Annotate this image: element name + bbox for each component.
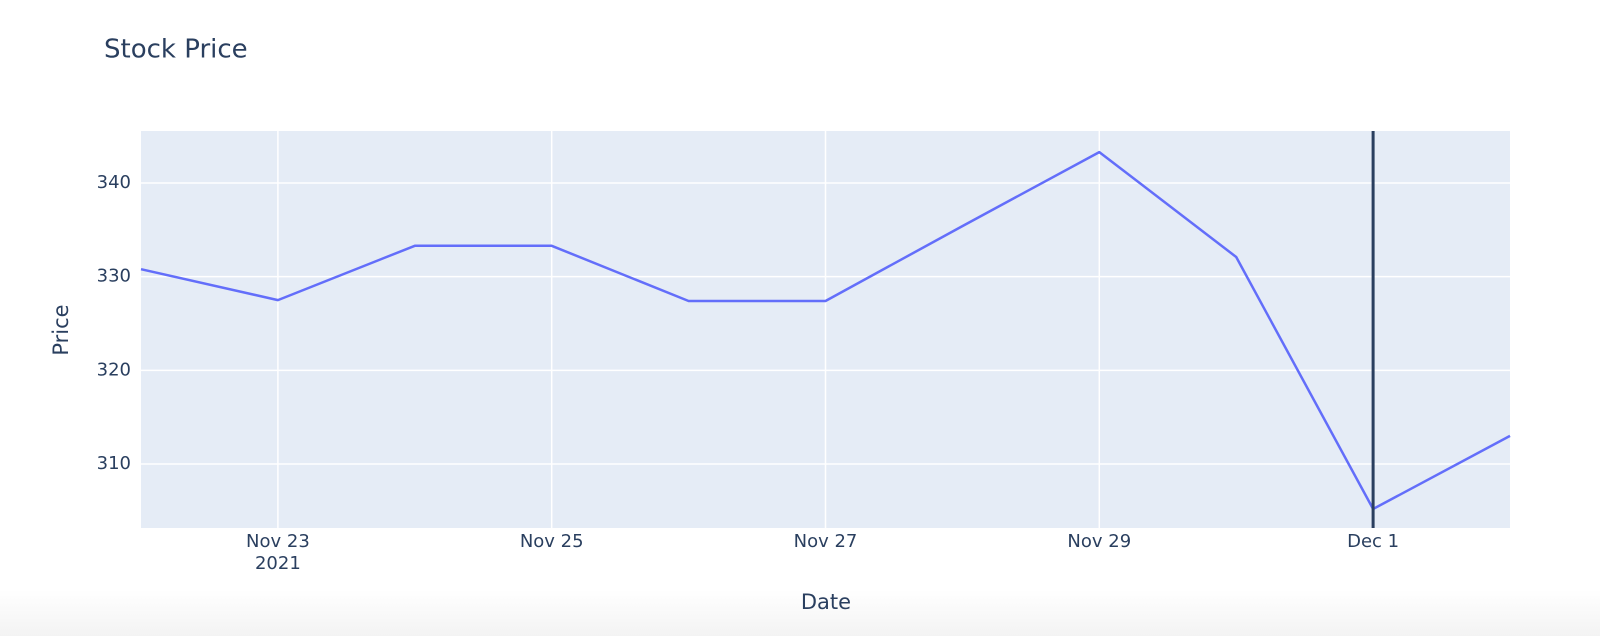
y-tick-label: 330 [97, 266, 131, 287]
x-tick-label: Nov 29 [1067, 531, 1131, 552]
y-tick-label: 310 [97, 453, 131, 474]
price-line [140, 150, 1511, 511]
x-tick-label: Nov 25 [520, 531, 584, 552]
x-tick-label: Dec 1 [1347, 531, 1399, 552]
chart-title: Stock Price [104, 35, 248, 65]
x-tick-label: Nov 23 [246, 531, 310, 552]
y-axis-title: Price [49, 304, 73, 355]
y-tick-label: 320 [97, 359, 131, 380]
x-tick-label: Nov 27 [794, 531, 858, 552]
footer-band [0, 590, 1600, 636]
x-year-label: 2021 [255, 553, 301, 574]
x-axis-title: Date [801, 590, 851, 614]
y-tick-label: 340 [97, 172, 131, 193]
